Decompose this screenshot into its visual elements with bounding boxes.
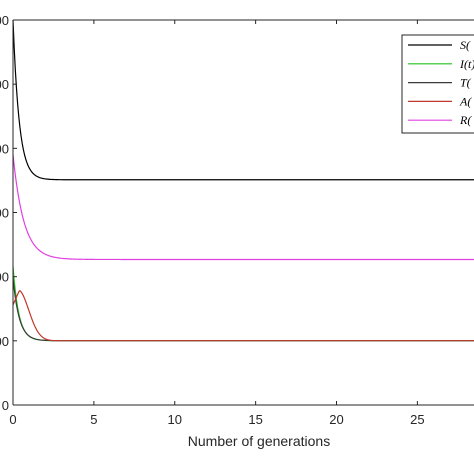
legend: S( I(t) T( A( R( <box>401 34 474 134</box>
x-tick-label: 5 <box>90 412 97 427</box>
series-line <box>12 289 474 342</box>
y-tick-label: 00 <box>0 334 9 349</box>
x-axis-label: Number of generations <box>188 433 330 449</box>
x-tick-label: 20 <box>329 412 343 427</box>
plot-lines <box>12 19 474 342</box>
x-tick-label: 25 <box>410 412 424 427</box>
series-line <box>12 19 474 181</box>
y-tick-label: 00 <box>0 141 9 156</box>
x-tick-label: 15 <box>248 412 262 427</box>
y-ticks: 0000000000000 <box>0 13 17 413</box>
series-line <box>12 277 474 342</box>
x-ticks: 0 5 10 15 20 25 <box>9 20 425 427</box>
legend-entry: R( <box>459 113 472 127</box>
legend-entry: I(t) <box>459 57 474 71</box>
y-tick-label: 00 <box>0 77 9 92</box>
legend-entry: T( <box>460 76 472 90</box>
series-line <box>12 266 474 342</box>
legend-entry: S( <box>460 38 471 52</box>
x-tick-label: 10 <box>168 412 182 427</box>
series-line <box>12 154 474 261</box>
y-tick-label: 00 <box>0 13 9 28</box>
y-tick-label: 00 <box>0 206 9 221</box>
x-tick-label: 0 <box>9 412 16 427</box>
y-tick-label: 0 <box>2 398 9 413</box>
legend-entry: A( <box>459 94 472 108</box>
legend-box <box>401 34 474 134</box>
y-tick-label: 00 <box>0 270 9 285</box>
